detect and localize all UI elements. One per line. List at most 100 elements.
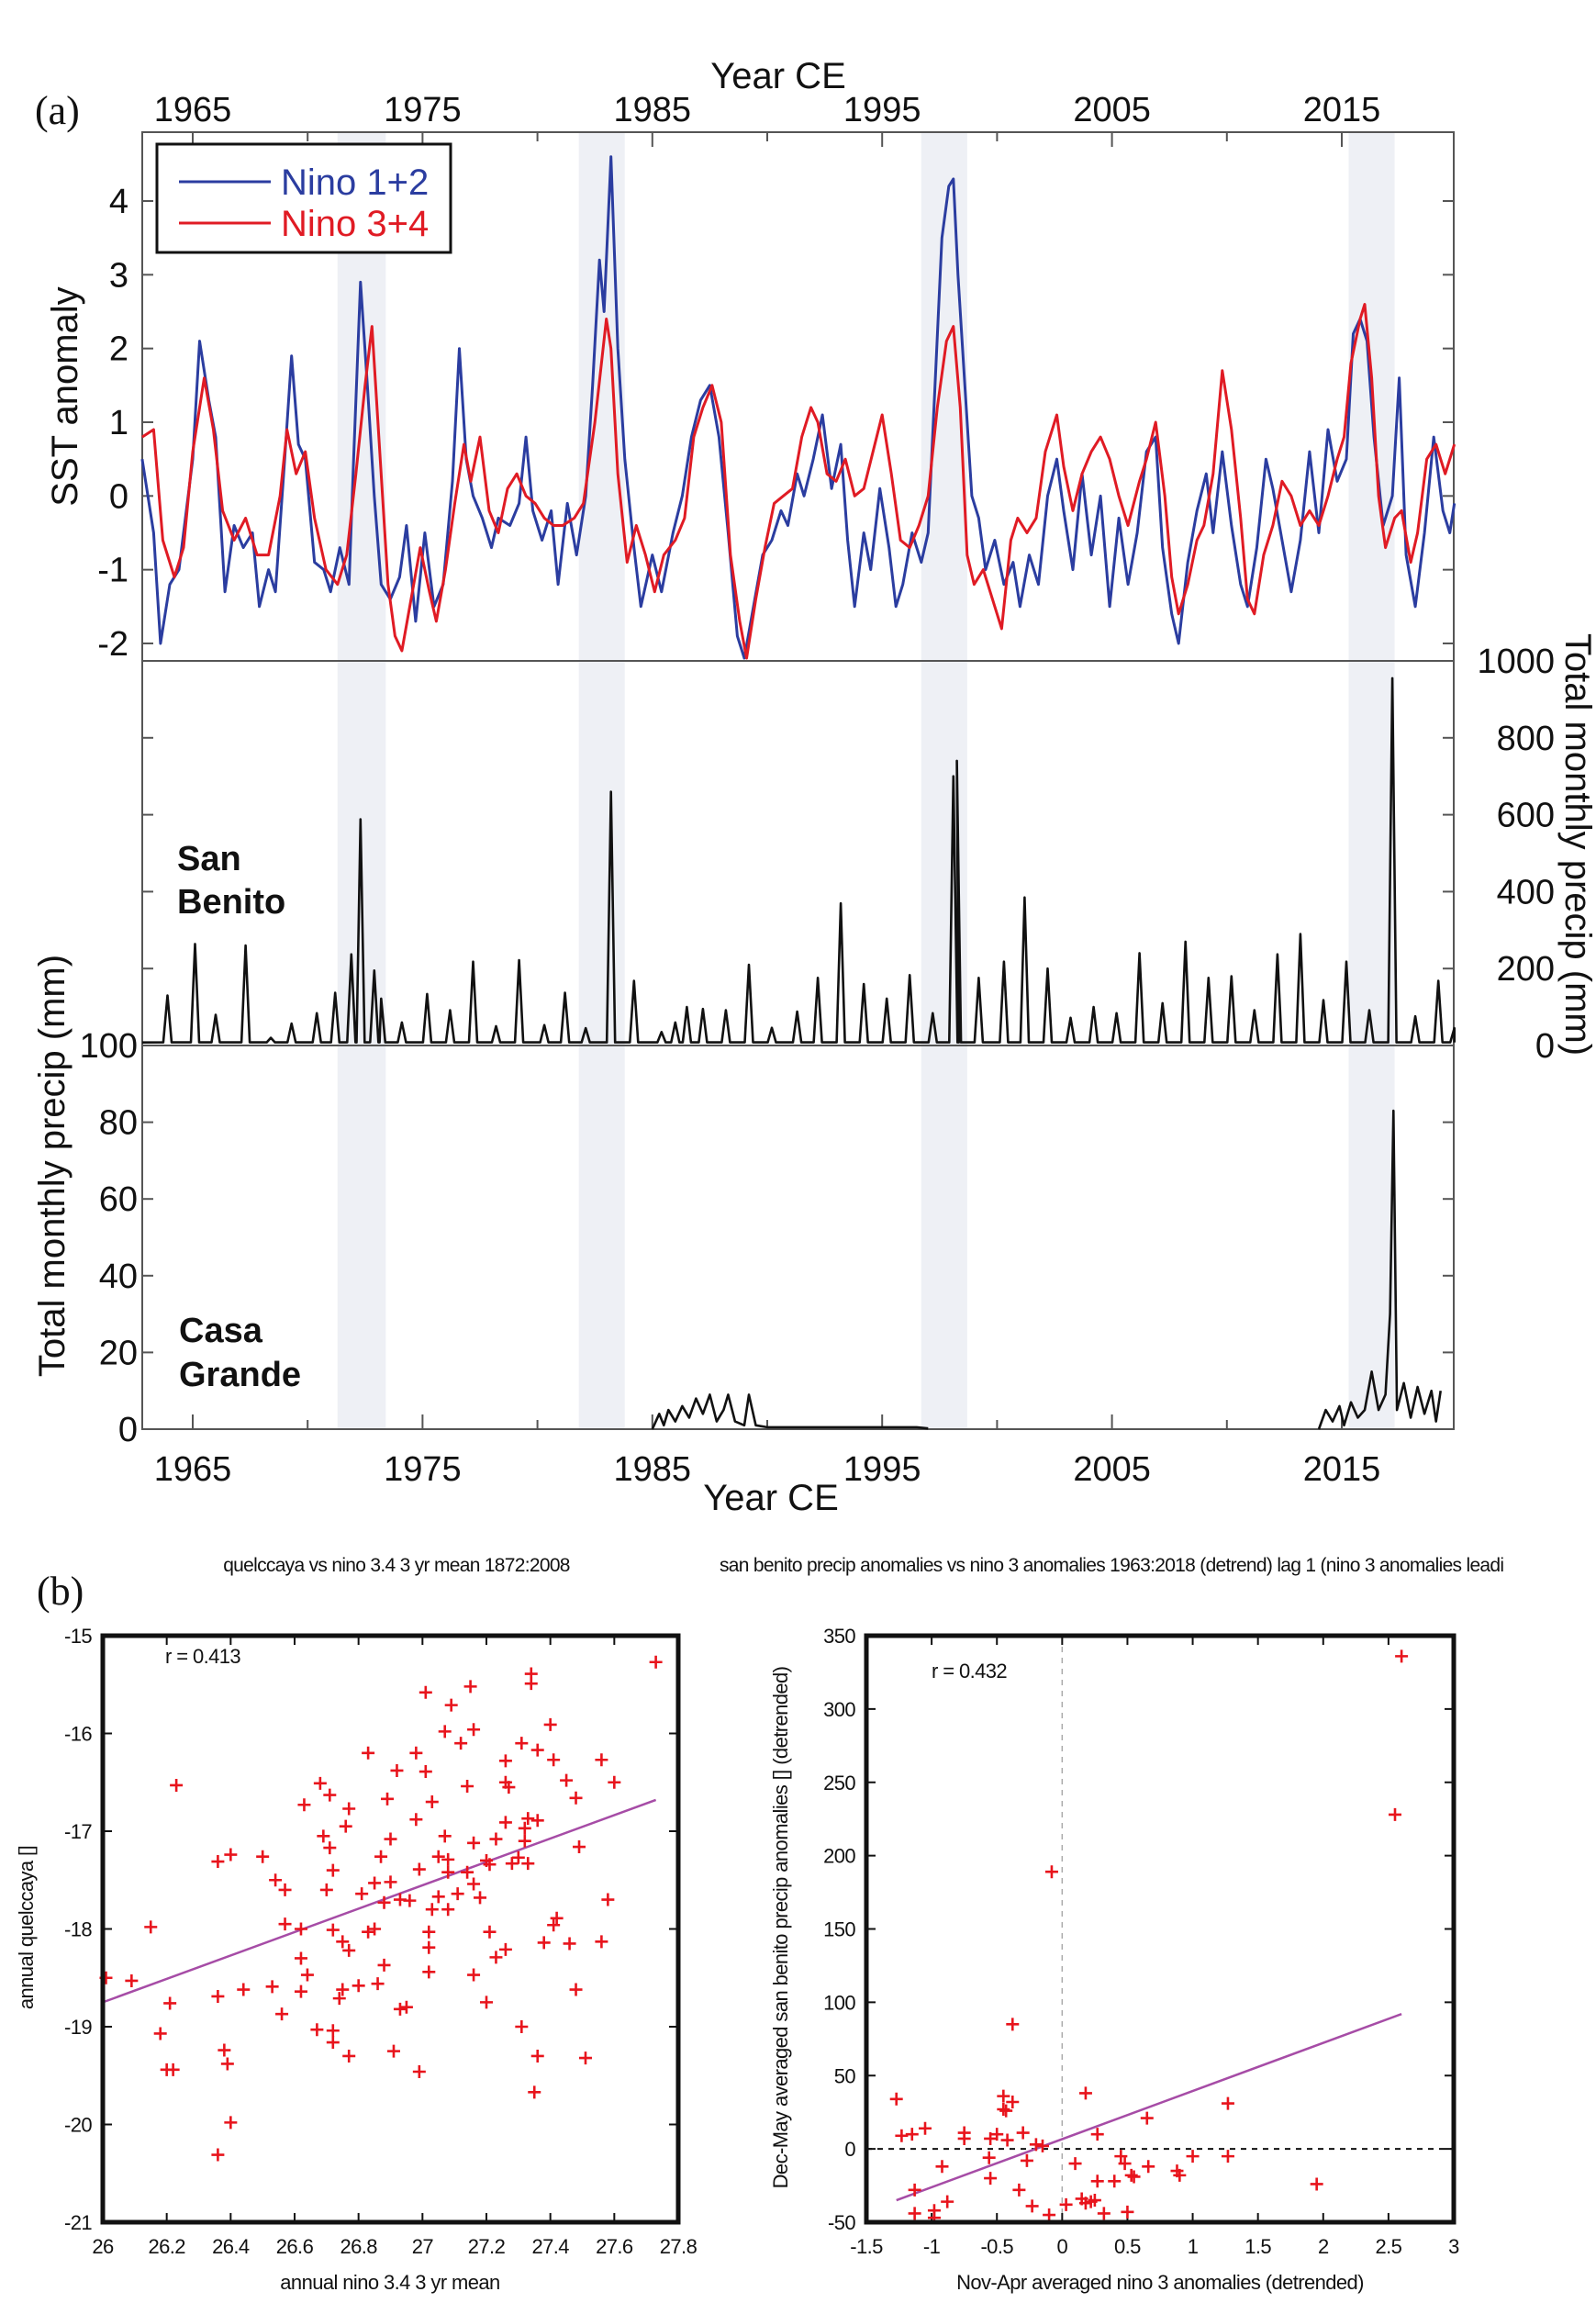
left-scatter-data-point (224, 2116, 238, 2130)
right-scatter-data-point (1097, 2207, 1111, 2220)
left-scatter-data-point (422, 1925, 436, 1939)
left-scatter-x-axis-title: annual nino 3.4 3 yr mean (280, 2271, 499, 2294)
right-scatter-y-tick-label: 250 (823, 1772, 855, 1794)
el-nino-shaded-band (337, 132, 386, 1429)
right-scatter-x-tick-label: 2 (1318, 2235, 1329, 2258)
right-scatter-data-point (1118, 2157, 1132, 2171)
left-scatter-x-tick-label: 27.2 (468, 2235, 506, 2258)
right-scatter-data-point (1127, 2170, 1141, 2184)
right-scatter-data-point (984, 2131, 998, 2145)
site-label-san-benito-line2: Benito (177, 883, 285, 922)
left-scatter-data-point (530, 2049, 544, 2063)
right-scatter-y-tick-label: -50 (828, 2211, 855, 2234)
right-scatter-data-point (1221, 2096, 1234, 2110)
left-scatter-data-point (211, 1989, 225, 2003)
right-scatter-y-tick-label: 150 (823, 1918, 855, 1941)
right-scatter-data-point (1121, 2205, 1134, 2219)
left-scatter-data-point (521, 1812, 535, 1826)
right-scatter-data-point (889, 2092, 903, 2106)
left-scatter-y-tick-label: -16 (64, 1723, 92, 1746)
left-scatter-data-point (278, 1883, 292, 1896)
left-scatter-data-point (269, 1873, 283, 1887)
left-scatter-data-point (518, 1821, 531, 1835)
right-scatter-y-tick-label: 300 (823, 1698, 855, 1721)
sst-y-tick-label: -2 (97, 625, 128, 664)
panel-b-label: (b) (37, 1569, 84, 1614)
precip-left-y-axis-title: Total monthly precip (mm) (32, 955, 73, 1377)
left-scatter-y-tick-label: -15 (64, 1625, 92, 1648)
right-scatter-x-axis-title: Nov-Apr averaged nino 3 anomalies (detre… (956, 2271, 1364, 2294)
left-scatter-data-point (170, 1778, 184, 1792)
left-scatter-data-point (498, 1942, 512, 1956)
left-scatter-data-point (521, 1857, 535, 1871)
left-scatter-y-tick-label: -21 (64, 2211, 92, 2234)
left-scatter-data-point (326, 2036, 340, 2050)
right-scatter-data-point (1173, 2168, 1187, 2182)
casa-grande-precip-line (1317, 1109, 1442, 1430)
right-scatter-data-point (999, 2104, 1013, 2118)
left-scatter-data-point (399, 2000, 413, 2014)
casa-grande-precip-line (651, 1393, 929, 1430)
right-scatter-x-tick-label: -1 (923, 2235, 941, 2258)
left-scatter-data-point (524, 1677, 538, 1691)
left-scatter-data-point (326, 2024, 340, 2038)
panel-b: 26 26.2 26.4 26.6 26.8 27 27.2 27.4 27.6 27.8 -15 -… (64, 1625, 1460, 2258)
left-scatter-data-point (505, 1857, 519, 1871)
right-scatter-data-point (1186, 2150, 1200, 2163)
top-x-tick-label: 1965 (154, 91, 232, 129)
right-scatter-data-point (908, 2207, 921, 2220)
left-scatter-data-point (461, 1780, 474, 1794)
left-scatter-data-point (297, 1798, 311, 1812)
left-scatter-frame (100, 1633, 681, 2225)
right-scatter-x-tick-label: 3 (1448, 2235, 1459, 2258)
left-scatter-data-point (454, 1737, 468, 1750)
left-scatter-data-point (403, 1894, 417, 1907)
right-scatter-data-point (1078, 2086, 1092, 2100)
left-scatter-x-tick-label: 26.2 (148, 2235, 185, 2258)
left-scatter-data-point (294, 1951, 307, 1965)
top-x-tick-label: 1995 (843, 91, 921, 129)
left-scatter-data-point (547, 1918, 561, 1932)
left-scatter-data-point (608, 1775, 621, 1789)
left-scatter-data-point (166, 2063, 180, 2076)
right-scatter-y-tick-label: 100 (823, 1991, 855, 2014)
left-scatter-data-point (431, 1890, 445, 1904)
right-scatter-data-point (1020, 2153, 1033, 2167)
left-scatter-data-point (336, 1983, 350, 1996)
sst-y-tick-label: 2 (109, 330, 128, 369)
left-scatter-y-tick-label: -18 (64, 1918, 92, 1941)
left-scatter-data-point (224, 1848, 238, 1861)
left-scatter-data-point (384, 1875, 397, 1889)
left-scatter-data-point (441, 1903, 455, 1917)
san-benito-precip-line (141, 676, 1456, 1044)
right-scatter-data-point (1012, 2183, 1026, 2197)
left-scatter-data-point (467, 1723, 481, 1737)
left-scatter-data-point (342, 1802, 356, 1816)
right-scatter-data-point (1142, 2160, 1155, 2174)
left-scatter-data-point (467, 1877, 481, 1891)
left-scatter-data-point (412, 1862, 426, 1876)
left-scatter-data-point (573, 1840, 586, 1854)
left-scatter-data-point (384, 1832, 397, 1846)
left-scatter-data-point (461, 1865, 474, 1879)
right-scatter-x-tick-label: 1 (1188, 2235, 1199, 2258)
left-scatter-data-point (595, 1935, 608, 1949)
top-x-tick-label: 2005 (1073, 91, 1151, 129)
left-scatter-data-point (498, 1754, 512, 1768)
right-scatter-data-point (982, 2151, 996, 2164)
sst-y-tick-label: 0 (109, 477, 128, 516)
right-scatter-data-point (1310, 2177, 1323, 2191)
top-x-tick-label: 2015 (1303, 91, 1381, 129)
left-scatter-data-point (278, 1917, 292, 1931)
bottom-x-tick-label: 2005 (1073, 1450, 1151, 1489)
left-scatter-data-point (518, 1834, 531, 1848)
left-scatter-data-point (515, 1737, 529, 1750)
left-scatter-x-tick-label: 26 (92, 2235, 114, 2258)
left-scatter-data-point (409, 1813, 423, 1827)
legend-label-nino12: Nino 1+2 (281, 162, 429, 203)
left-scatter-data-point (422, 1940, 436, 1954)
left-scatter-data-point (543, 1717, 557, 1731)
top-x-axis-title: Year CE (710, 56, 846, 96)
right-scatter-data-point (1124, 2168, 1138, 2182)
